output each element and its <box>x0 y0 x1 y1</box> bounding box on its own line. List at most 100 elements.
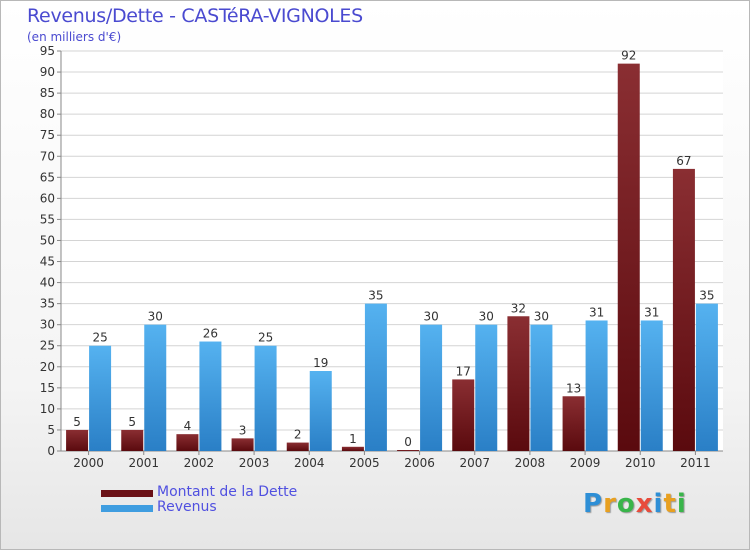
logo-letter: x <box>635 489 654 519</box>
data-label: 30 <box>148 310 163 324</box>
data-label: 1 <box>349 432 357 446</box>
axes: 0510152025303540455055606570758085909520… <box>40 44 723 470</box>
plot-area <box>61 51 723 451</box>
logo-letter: t <box>663 489 677 519</box>
chart-title: Revenus/Dette - CASTéRA-VIGNOLES <box>27 5 363 27</box>
proxiti-logo: Proxiti <box>583 489 687 519</box>
x-tick-label: 2003 <box>239 456 270 470</box>
bar-debt <box>617 63 640 451</box>
y-tick-label: 80 <box>40 107 55 121</box>
bar-debt <box>341 446 364 451</box>
logo-letter: i <box>676 489 687 519</box>
bar-debt <box>286 442 309 451</box>
data-label: 35 <box>368 289 383 303</box>
y-tick-label: 40 <box>40 276 55 290</box>
data-labels: 5 25 5 30 4 26 3 25 2 19 1 35 0 30 17 30 32 30 13 31 92 31 67 3… <box>73 49 714 449</box>
logo-letter: P <box>583 489 604 519</box>
legend-item-revenus: Revenus <box>101 499 401 517</box>
x-tick-label: 2008 <box>515 456 546 470</box>
data-label: 31 <box>644 305 659 319</box>
legend-swatch-debt <box>101 490 153 497</box>
y-tick-label: 65 <box>40 170 55 184</box>
y-tick-label: 50 <box>40 233 55 247</box>
y-tick-label: 5 <box>47 423 55 437</box>
bar-revenus <box>420 324 443 451</box>
legend-swatch-revenus <box>101 505 153 512</box>
x-tick-label: 2010 <box>625 456 656 470</box>
data-label: 5 <box>128 415 136 429</box>
logo-letter: o <box>616 489 636 519</box>
bar-revenus <box>530 324 553 451</box>
legend: Montant de la Dette Revenus <box>101 484 401 517</box>
data-label: 5 <box>73 415 81 429</box>
bars <box>66 63 718 452</box>
x-tick-label: 2007 <box>459 456 490 470</box>
x-tick-label: 2002 <box>184 456 215 470</box>
x-tick-label: 2001 <box>128 456 159 470</box>
bar-revenus <box>364 303 387 451</box>
bar-debt <box>672 168 695 452</box>
y-tick-label: 35 <box>40 297 55 311</box>
y-tick-label: 85 <box>40 86 55 100</box>
data-label: 30 <box>423 310 438 324</box>
data-label: 30 <box>534 310 549 324</box>
y-tick-label: 95 <box>40 44 55 58</box>
x-tick-label: 2000 <box>73 456 104 470</box>
y-tick-label: 55 <box>40 212 55 226</box>
legend-label-revenus: Revenus <box>157 499 217 515</box>
bar-revenus <box>695 303 718 451</box>
bar-revenus <box>585 320 608 451</box>
x-tick-label: 2005 <box>349 456 380 470</box>
y-tick-label: 25 <box>40 339 55 353</box>
bar-debt <box>231 438 254 451</box>
data-label: 26 <box>203 327 218 341</box>
x-tick-label: 2004 <box>294 456 325 470</box>
y-tick-label: 15 <box>40 381 55 395</box>
legend-item-debt: Montant de la Dette <box>101 484 401 502</box>
data-label: 31 <box>589 305 604 319</box>
logo-letter: i <box>653 489 664 519</box>
legend-label-debt: Montant de la Dette <box>157 484 298 500</box>
y-tick-label: 75 <box>40 128 55 142</box>
bar-debt <box>562 396 585 451</box>
bar-revenus <box>254 345 277 451</box>
bar-debt <box>397 450 420 451</box>
y-tick-label: 70 <box>40 149 55 163</box>
x-tick-label: 2011 <box>680 456 711 470</box>
y-tick-label: 30 <box>40 318 55 332</box>
bar-revenus <box>199 341 222 451</box>
bar-debt <box>452 379 475 451</box>
data-label: 67 <box>676 154 691 168</box>
data-label: 35 <box>699 289 714 303</box>
bar-revenus <box>144 324 167 451</box>
data-label: 2 <box>294 428 302 442</box>
data-label: 19 <box>313 356 328 370</box>
bar-revenus <box>475 324 498 451</box>
chart-subtitle: (en milliers d'€) <box>27 30 122 44</box>
data-label: 13 <box>566 381 581 395</box>
data-label: 25 <box>258 331 273 345</box>
data-label: 92 <box>621 49 636 63</box>
grid-lines <box>61 50 723 452</box>
data-label: 4 <box>184 419 192 433</box>
data-label: 0 <box>404 435 412 449</box>
y-tick-label: 45 <box>40 255 55 269</box>
y-tick-label: 90 <box>40 65 55 79</box>
data-label: 32 <box>511 301 526 315</box>
bar-revenus <box>89 345 112 451</box>
y-tick-label: 10 <box>40 402 55 416</box>
data-label: 17 <box>456 364 471 378</box>
bar-debt <box>66 429 89 451</box>
bar-debt <box>121 429 144 451</box>
x-tick-label: 2009 <box>570 456 601 470</box>
bar-revenus <box>309 371 332 451</box>
y-tick-label: 0 <box>47 444 55 458</box>
data-label: 25 <box>92 331 107 345</box>
bar-debt <box>176 434 199 451</box>
logo-letter: r <box>603 489 617 519</box>
x-tick-label: 2006 <box>404 456 435 470</box>
data-label: 30 <box>479 310 494 324</box>
bar-debt <box>507 316 530 451</box>
